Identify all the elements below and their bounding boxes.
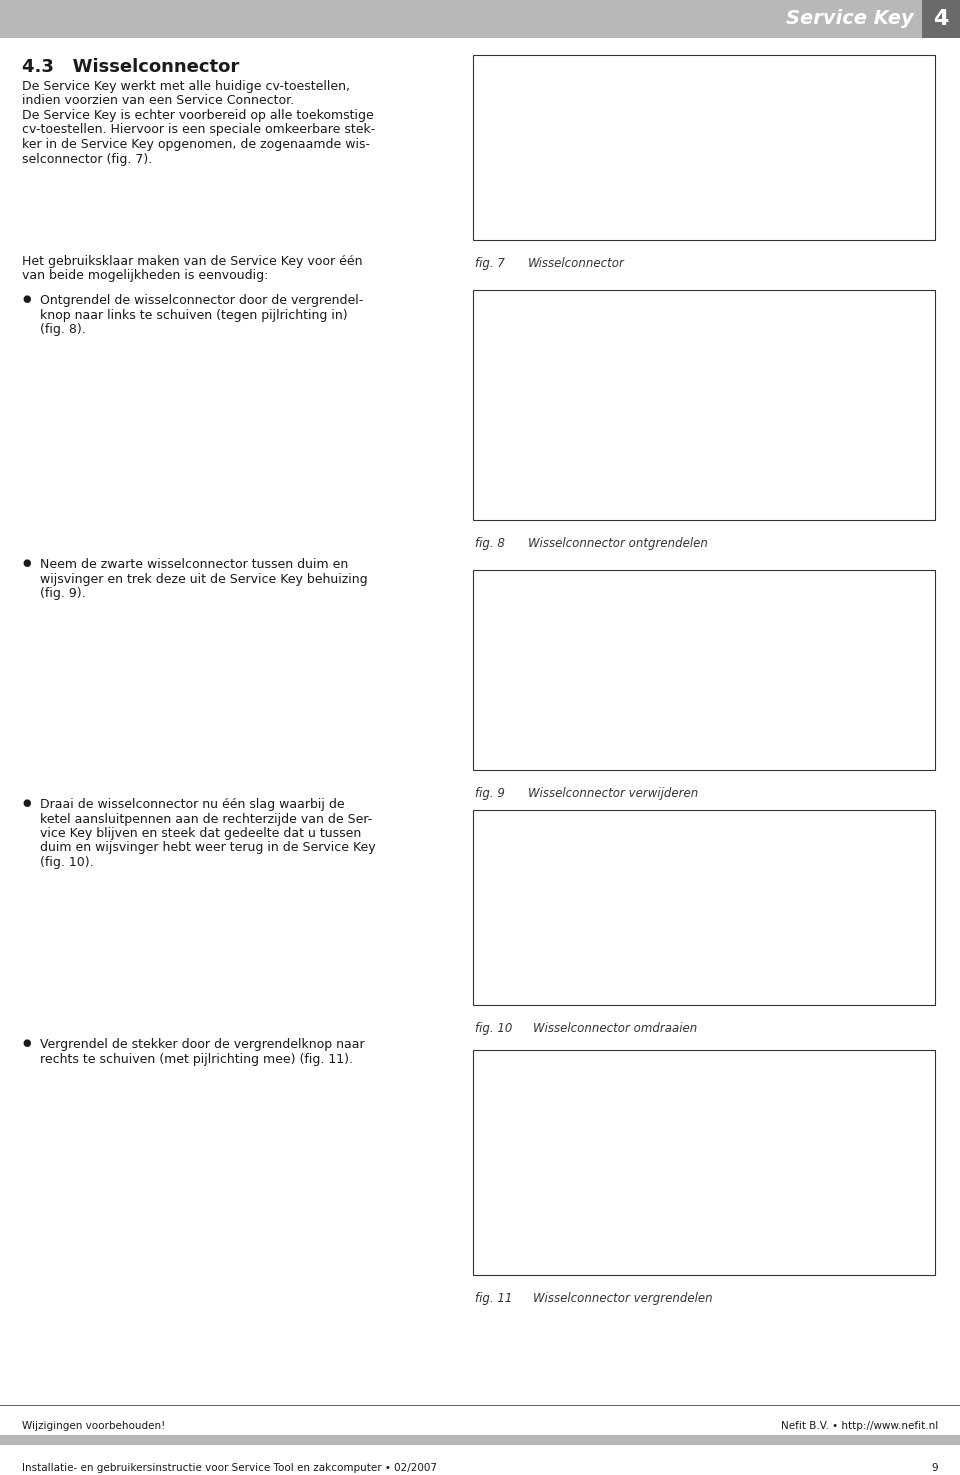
Text: Wisselconnector verwijderen: Wisselconnector verwijderen <box>528 788 698 799</box>
Bar <box>922 0 960 38</box>
Text: Nefit B.V. • http://www.nefit.nl: Nefit B.V. • http://www.nefit.nl <box>780 1420 938 1431</box>
Text: (fig. 10).: (fig. 10). <box>40 855 94 869</box>
Text: De Service Key is echter voorbereid op alle toekomstige: De Service Key is echter voorbereid op a… <box>22 109 373 122</box>
Text: Wijzigingen voorbehouden!: Wijzigingen voorbehouden! <box>22 1420 165 1431</box>
Bar <box>473 569 935 770</box>
Text: (fig. 8).: (fig. 8). <box>40 323 85 336</box>
Text: Vergrendel de stekker door de vergrendelknop naar: Vergrendel de stekker door de vergrendel… <box>40 1038 365 1052</box>
Text: ker in de Service Key opgenomen, de zogenaamde wis-: ker in de Service Key opgenomen, de zoge… <box>22 139 370 150</box>
Text: indien voorzien van een Service Connector.: indien voorzien van een Service Connecto… <box>22 94 294 108</box>
Text: rechts te schuiven (met pijlrichting mee) (fig. 11).: rechts te schuiven (met pijlrichting mee… <box>40 1053 353 1065</box>
Bar <box>0 1435 960 1446</box>
Text: duim en wijsvinger hebt weer terug in de Service Key: duim en wijsvinger hebt weer terug in de… <box>40 842 375 854</box>
Text: Wisselconnector: Wisselconnector <box>528 257 625 270</box>
Text: Wisselconnector ontgrendelen: Wisselconnector ontgrendelen <box>528 537 708 550</box>
Text: vice Key blijven en steek dat gedeelte dat u tussen: vice Key blijven en steek dat gedeelte d… <box>40 827 361 839</box>
Text: ●: ● <box>22 294 31 304</box>
Text: cv-toestellen. Hiervoor is een speciale omkeerbare stek-: cv-toestellen. Hiervoor is een speciale … <box>22 124 375 137</box>
Text: knop naar links te schuiven (tegen pijlrichting in): knop naar links te schuiven (tegen pijlr… <box>40 308 348 322</box>
Text: Wisselconnector omdraaien: Wisselconnector omdraaien <box>533 1022 697 1035</box>
Bar <box>473 1050 935 1274</box>
Text: De Service Key werkt met alle huidige cv-toestellen,: De Service Key werkt met alle huidige cv… <box>22 80 350 93</box>
Text: fig. 8: fig. 8 <box>475 537 505 550</box>
Text: Service Key: Service Key <box>786 9 914 28</box>
Text: ●: ● <box>22 798 31 808</box>
Text: van beide mogelijkheden is eenvoudig:: van beide mogelijkheden is eenvoudig: <box>22 270 269 283</box>
Text: 4: 4 <box>933 9 948 30</box>
Text: ●: ● <box>22 1038 31 1049</box>
Bar <box>0 0 960 38</box>
Text: Het gebruiksklaar maken van de Service Key voor één: Het gebruiksklaar maken van de Service K… <box>22 255 363 268</box>
Text: fig. 7: fig. 7 <box>475 257 505 270</box>
Text: fig. 9: fig. 9 <box>475 788 505 799</box>
Text: fig. 11: fig. 11 <box>475 1292 513 1305</box>
Text: 4.3   Wisselconnector: 4.3 Wisselconnector <box>22 58 239 77</box>
Bar <box>473 291 935 521</box>
Text: Installatie- en gebruikersinstructie voor Service Tool en zakcomputer • 02/2007: Installatie- en gebruikersinstructie voo… <box>22 1463 437 1474</box>
Text: selconnector (fig. 7).: selconnector (fig. 7). <box>22 152 153 165</box>
Text: ●: ● <box>22 558 31 568</box>
Text: wijsvinger en trek deze uit de Service Key behuizing: wijsvinger en trek deze uit de Service K… <box>40 572 368 586</box>
Text: fig. 10: fig. 10 <box>475 1022 513 1035</box>
Bar <box>473 55 935 240</box>
Text: Ontgrendel de wisselconnector door de vergrendel-: Ontgrendel de wisselconnector door de ve… <box>40 294 363 307</box>
Text: 9: 9 <box>931 1463 938 1474</box>
Text: Neem de zwarte wisselconnector tussen duim en: Neem de zwarte wisselconnector tussen du… <box>40 558 348 571</box>
Text: Wisselconnector vergrendelen: Wisselconnector vergrendelen <box>533 1292 712 1305</box>
Text: ketel aansluitpennen aan de rechterzijde van de Ser-: ketel aansluitpennen aan de rechterzijde… <box>40 813 372 826</box>
Text: Draai de wisselconnector nu één slag waarbij de: Draai de wisselconnector nu één slag waa… <box>40 798 345 811</box>
Text: (fig. 9).: (fig. 9). <box>40 587 85 600</box>
Bar <box>473 810 935 1004</box>
